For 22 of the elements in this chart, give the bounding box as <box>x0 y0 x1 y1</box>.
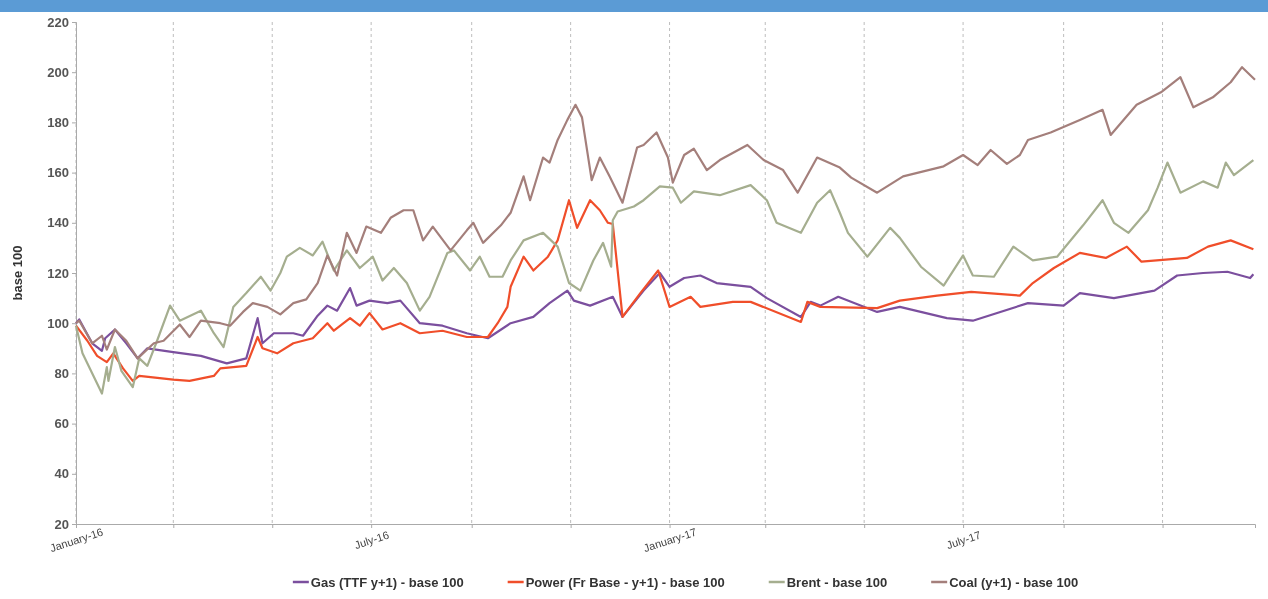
y-tick-label: 60 <box>54 416 69 432</box>
y-tick-label: 200 <box>47 64 69 80</box>
y-tick-label: 40 <box>54 466 69 482</box>
legend-label: Coal (y+1) - base 100 <box>949 575 1079 590</box>
legend-label: Power (Fr Base - y+1) - base 100 <box>525 575 725 590</box>
line-series <box>74 199 1255 383</box>
y-tick-label: 140 <box>47 215 69 231</box>
y-tick-label: 220 <box>47 14 69 30</box>
y-tick-label: 180 <box>47 115 69 131</box>
y-tick-label: 100 <box>47 315 69 331</box>
y-tick-label: 120 <box>47 265 69 281</box>
y-tick-label: 80 <box>54 366 69 382</box>
y-tick-label: 160 <box>47 165 69 181</box>
y-axis-title: base 100 <box>10 245 25 301</box>
line-series <box>74 158 1255 395</box>
y-tick-label: 20 <box>54 516 69 532</box>
legend-label: Gas (TTF y+1) - base 100 <box>310 575 464 590</box>
x-tick-label: July-17 <box>944 528 983 552</box>
line-series <box>74 66 1257 360</box>
x-tick-label: July-16 <box>352 528 391 552</box>
line-series <box>74 270 1255 365</box>
legend-label: Brent - base 100 <box>786 575 888 590</box>
